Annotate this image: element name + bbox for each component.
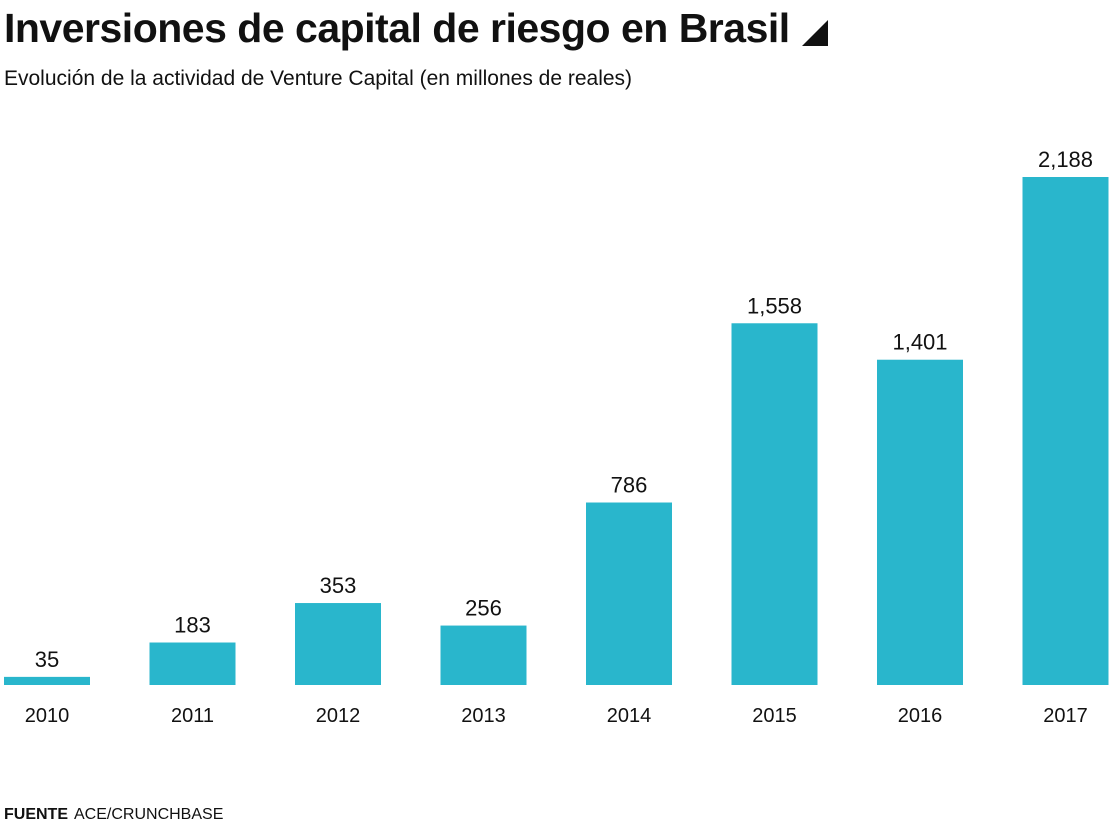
bar-2014 (586, 502, 672, 685)
source-text: ACE/CRUNCHBASE (74, 806, 224, 823)
data-label-2010: 35 (35, 647, 59, 672)
data-label-2014: 786 (611, 473, 648, 498)
data-label-2017: 2,188 (1038, 147, 1093, 172)
x-tick-label-2012: 2012 (316, 705, 361, 727)
bar-2012 (295, 603, 381, 685)
bar-2015 (731, 323, 818, 685)
bar-2011 (149, 642, 236, 685)
x-tick-label-2011: 2011 (171, 705, 214, 727)
x-tick-label-2017: 2017 (1043, 705, 1088, 727)
bar-chart: 35 2010 183 2011 353 2012 256 2013 786 2014 1,558 2… (4, 147, 1109, 727)
data-label-2015: 1,558 (747, 293, 802, 318)
chart-subtitle: Evolución de la actividad de Venture Cap… (4, 67, 633, 90)
chart-title: Inversiones de capital de riesgo en Bras… (4, 5, 790, 51)
bar-2017 (1022, 177, 1109, 685)
bar-2016 (877, 359, 963, 685)
bar-2013 (440, 625, 527, 685)
x-tick-label-2014: 2014 (607, 705, 652, 727)
data-label-2012: 353 (320, 573, 357, 598)
x-tick-label-2016: 2016 (898, 705, 943, 727)
bar-2010 (4, 676, 90, 685)
chart-title-row: Inversiones de capital de riesgo en Bras… (4, 2, 828, 54)
x-tick-label-2013: 2013 (461, 705, 506, 727)
data-label-2013: 256 (465, 596, 502, 621)
corner-triangle-icon (801, 20, 828, 46)
x-tick-label-2015: 2015 (752, 705, 797, 727)
data-label-2011: 183 (174, 613, 211, 638)
x-tick-label-2010: 2010 (25, 705, 70, 727)
source-note: FUENTE ACE/CRUNCHBASE (4, 804, 223, 826)
data-label-2016: 1,401 (892, 330, 947, 355)
source-label: FUENTE (4, 806, 68, 823)
